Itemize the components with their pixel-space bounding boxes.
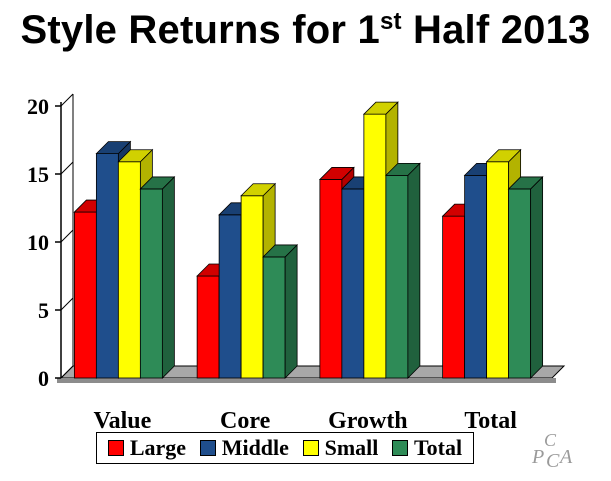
legend-item-middle: Middle <box>199 435 289 461</box>
y-tick-label-20: 20 <box>27 94 49 119</box>
y-tick-diag-5 <box>60 297 74 311</box>
y-tick-diag-15 <box>60 161 74 175</box>
legend-label-total: Total <box>414 435 463 460</box>
bar-value-small <box>117 161 141 379</box>
bar-core-small <box>240 195 264 379</box>
legend-swatch-large <box>107 440 124 456</box>
y-tick-diag-0 <box>60 365 74 379</box>
bar-top-growth-total <box>384 162 421 176</box>
bar-core-total <box>262 256 286 379</box>
legend-swatch-small <box>302 440 319 456</box>
chart-title: Style Returns for 1st Half 2013 <box>0 8 611 53</box>
bar-top-value-middle <box>95 141 132 155</box>
bar-value-total <box>139 188 163 379</box>
bar-side-core-total <box>284 243 298 379</box>
chart-title-tail: Half 2013 <box>401 8 591 52</box>
bar-total-small <box>486 161 510 379</box>
legend-item-total: Total <box>392 435 462 461</box>
bar-value-large <box>73 211 97 379</box>
bar-growth-middle <box>341 188 365 379</box>
floor-shadow <box>57 378 556 383</box>
bar-core-middle <box>218 214 242 379</box>
chart-title-superscript: st <box>379 8 402 35</box>
legend-label-small: Small <box>324 435 379 460</box>
x-tick-label-value: Value <box>93 408 151 434</box>
bar-growth-total <box>385 174 409 379</box>
y-tick-label-0: 0 <box>38 366 49 391</box>
bar-side-total-total <box>530 175 544 379</box>
y-tick-label-15: 15 <box>27 162 49 187</box>
bar-top-total-small <box>485 149 522 163</box>
bar-total-total <box>508 188 532 379</box>
bar-value-middle <box>95 153 119 379</box>
legend-item-small: Small <box>302 435 379 461</box>
bar-top-growth-small <box>362 101 399 115</box>
bar-top-growth-large <box>318 167 355 180</box>
y-tick-diag-10 <box>60 229 74 243</box>
bar-top-value-total <box>139 176 176 190</box>
bar-total-middle <box>464 174 488 379</box>
bar-total-large <box>442 215 466 379</box>
x-tick-label-growth: Growth <box>328 408 408 434</box>
bar-top-total-total <box>507 176 544 190</box>
y-tick-label-10: 10 <box>27 230 49 255</box>
bar-growth-small <box>363 113 387 379</box>
legend-swatch-total <box>392 440 409 456</box>
y-tick-diag-20 <box>60 93 74 107</box>
legend-label-middle: Middle <box>221 435 289 460</box>
x-tick-label-total: Total <box>464 408 517 434</box>
legend-label-large: Large <box>129 435 187 460</box>
bar-top-core-total <box>262 244 299 258</box>
bar-side-growth-total <box>407 162 421 379</box>
bar-top-core-small <box>240 183 277 197</box>
x-tick-label-core: Core <box>220 408 271 434</box>
legend-item-large: Large <box>107 435 187 461</box>
bar-core-large <box>196 275 220 379</box>
bar-side-value-total <box>161 175 175 379</box>
legend-swatch-middle <box>199 440 216 456</box>
plot-background <box>61 94 564 378</box>
bar-growth-large <box>319 179 343 379</box>
chart-title-main: Style Returns for 1 <box>20 8 380 52</box>
chart-legend: Large Middle Small Total <box>96 432 474 464</box>
bar-top-value-small <box>117 149 154 163</box>
y-tick-label-5: 5 <box>38 298 49 323</box>
